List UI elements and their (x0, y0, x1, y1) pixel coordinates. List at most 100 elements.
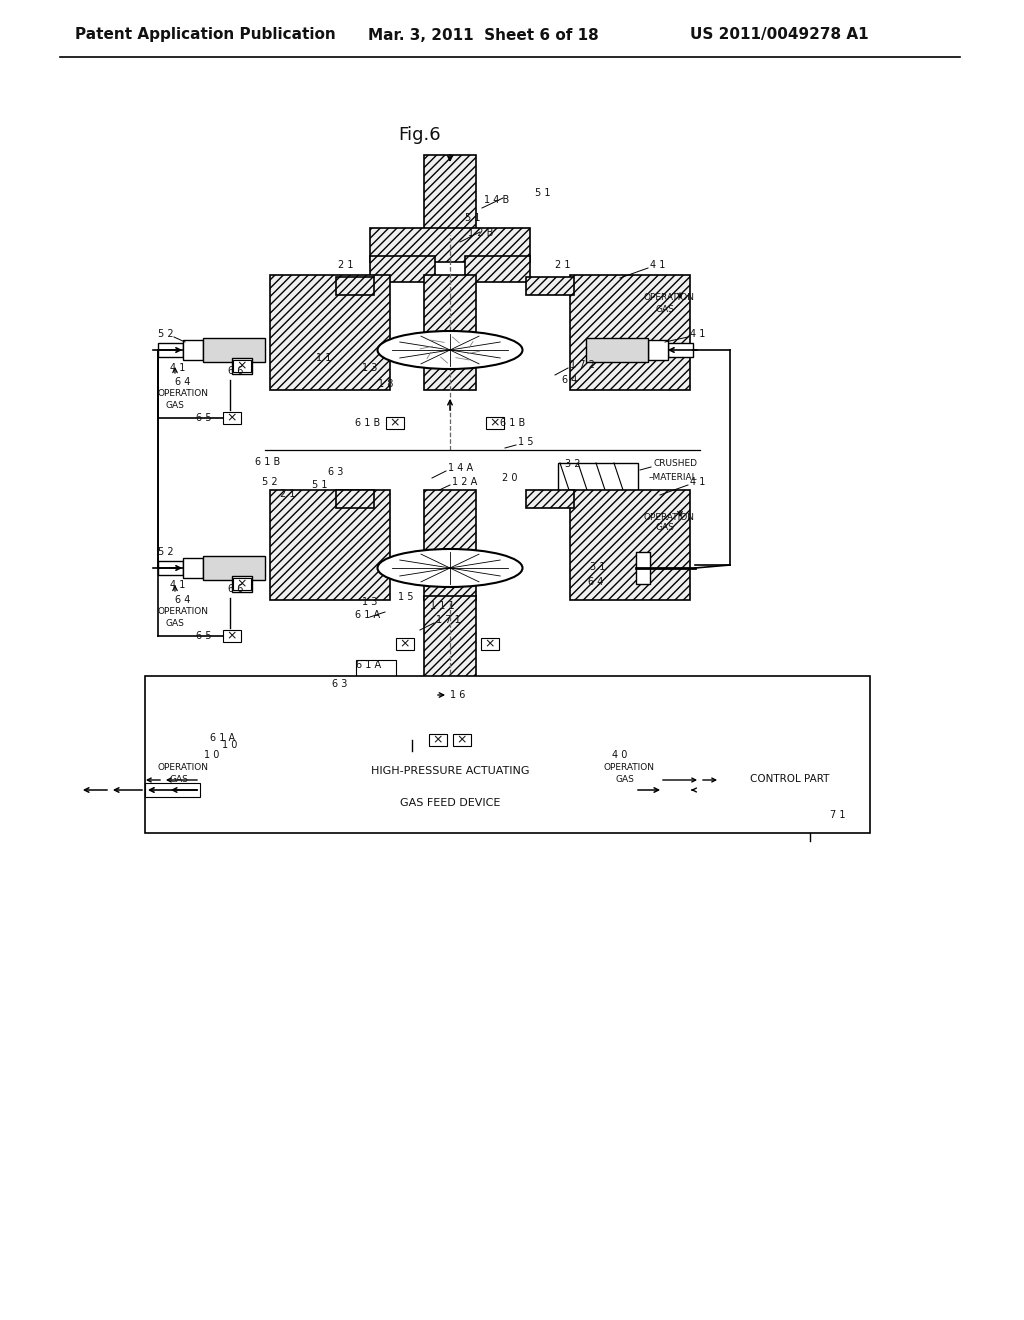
Text: 2 1: 2 1 (338, 260, 353, 271)
Bar (336, 490, 374, 508)
Bar (570, 275, 690, 389)
Bar (570, 490, 690, 601)
Text: 1 0: 1 0 (222, 741, 238, 750)
Bar (232, 576, 252, 591)
Text: OPERATION: OPERATION (643, 293, 694, 302)
Bar (370, 256, 435, 282)
Bar (145, 783, 200, 797)
Bar (586, 338, 648, 362)
Text: 6 1 B: 6 1 B (500, 418, 525, 428)
Bar (663, 783, 691, 797)
Text: 1 4 A: 1 4 A (449, 463, 473, 473)
Bar (356, 660, 396, 685)
Bar (526, 277, 574, 294)
Bar (203, 556, 265, 579)
Text: 1 7 1: 1 7 1 (436, 615, 461, 624)
Bar (636, 552, 650, 583)
Text: 7 1: 7 1 (830, 810, 846, 820)
Text: 4 0: 4 0 (612, 750, 628, 760)
Bar (424, 490, 476, 601)
Bar (465, 256, 530, 282)
Text: OPERATION: OPERATION (158, 763, 209, 772)
Text: 6 5: 6 5 (196, 413, 212, 422)
Text: GAS: GAS (165, 619, 184, 627)
Bar (270, 275, 390, 389)
Text: 6 4: 6 4 (562, 375, 578, 385)
Text: 2 1: 2 1 (280, 488, 296, 499)
Ellipse shape (378, 331, 522, 370)
Bar (720, 751, 860, 822)
Text: GAS FEED DEVICE: GAS FEED DEVICE (399, 799, 500, 808)
Bar (336, 277, 374, 294)
Text: ×: × (399, 638, 411, 651)
Text: CRUSHED: CRUSHED (653, 459, 697, 469)
Text: 5 1: 5 1 (535, 187, 551, 198)
Text: 6 3: 6 3 (332, 678, 347, 689)
Text: ×: × (489, 417, 501, 429)
Text: 1 8: 1 8 (378, 379, 393, 389)
Text: 3 2: 3 2 (565, 459, 581, 469)
Bar (424, 275, 476, 389)
Text: 6 4: 6 4 (175, 595, 190, 605)
Bar (203, 338, 265, 362)
Text: ×: × (226, 412, 238, 425)
Bar (158, 343, 183, 356)
Text: US 2011/0049278 A1: US 2011/0049278 A1 (690, 28, 868, 42)
Bar (668, 343, 693, 356)
Text: 2 1: 2 1 (555, 260, 570, 271)
Text: 6 1 A: 6 1 A (355, 610, 380, 620)
Text: GAS: GAS (165, 400, 184, 409)
Text: 6 1 A: 6 1 A (356, 660, 381, 671)
Text: CONTROL PART: CONTROL PART (751, 774, 829, 784)
Text: 5 1: 5 1 (312, 480, 328, 490)
Text: 1 1: 1 1 (316, 352, 332, 363)
Bar (526, 490, 574, 508)
Text: 6 5: 6 5 (196, 631, 212, 642)
Text: 1 4 B: 1 4 B (484, 195, 509, 205)
Text: 1 3: 1 3 (362, 363, 378, 374)
Text: ×: × (237, 578, 247, 590)
Text: OPERATION: OPERATION (158, 389, 209, 399)
Bar (158, 561, 183, 576)
Text: ×: × (237, 359, 247, 372)
Bar (270, 490, 390, 601)
Text: 5 1: 5 1 (465, 213, 480, 223)
Text: ×: × (226, 630, 238, 643)
Text: GAS: GAS (655, 305, 674, 314)
Text: ×: × (390, 417, 400, 429)
Text: 6 4: 6 4 (588, 577, 603, 587)
Bar (382, 708, 518, 741)
Text: ×: × (433, 734, 443, 747)
Text: HIGH-PRESSURE ACTUATING: HIGH-PRESSURE ACTUATING (371, 766, 529, 776)
Text: 1 7 2: 1 7 2 (570, 360, 595, 370)
Text: 6 1 A: 6 1 A (210, 733, 236, 743)
Text: 1 6: 1 6 (450, 690, 465, 700)
Bar (233, 578, 251, 590)
Bar (396, 638, 414, 649)
Text: OPERATION: OPERATION (603, 763, 654, 772)
Text: 1 3: 1 3 (362, 597, 378, 607)
Bar (200, 751, 635, 822)
Bar (635, 783, 663, 797)
Text: 6 3: 6 3 (328, 467, 343, 477)
Text: 6 6: 6 6 (228, 366, 244, 376)
Text: 3 1: 3 1 (590, 562, 605, 572)
Text: OPERATION: OPERATION (158, 607, 209, 616)
Text: 6 6: 6 6 (228, 583, 244, 594)
Text: 4 1: 4 1 (170, 579, 185, 590)
Bar (183, 558, 203, 578)
Text: 1 1 1: 1 1 1 (430, 601, 455, 611)
Bar (370, 228, 530, 261)
Bar (453, 734, 471, 746)
Text: 2 0: 2 0 (502, 473, 517, 483)
Bar (424, 154, 476, 235)
Text: Fig.6: Fig.6 (398, 125, 441, 144)
Bar (233, 360, 251, 372)
Bar (223, 412, 241, 424)
Text: GAS: GAS (655, 524, 674, 532)
Text: 6 1 B: 6 1 B (355, 418, 380, 428)
Text: 5 2: 5 2 (158, 329, 174, 339)
Text: Patent Application Publication: Patent Application Publication (75, 28, 336, 42)
Text: 4 1: 4 1 (690, 329, 706, 339)
Text: 6 1 B: 6 1 B (255, 457, 281, 467)
